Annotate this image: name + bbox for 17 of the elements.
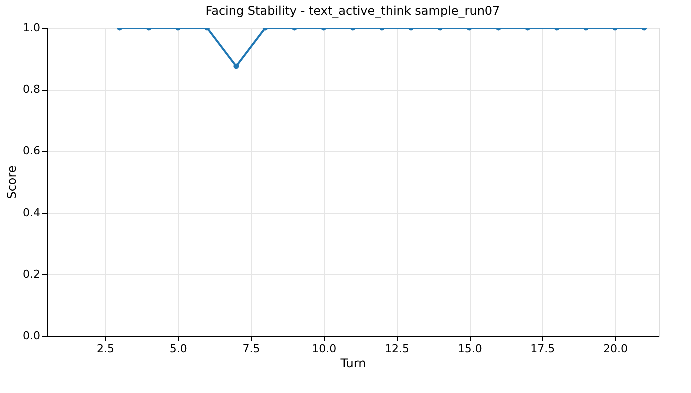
x-axis-title: Turn — [340, 356, 366, 370]
x-tick-label: 7.5 — [242, 342, 260, 356]
x-tick-label: 5.0 — [170, 342, 188, 356]
x-tick-label: 2.5 — [97, 342, 115, 356]
y-tick-label: 0.6 — [23, 144, 40, 158]
x-tick-label: 10.0 — [312, 342, 337, 356]
y-tick-label: 1.0 — [23, 22, 40, 34]
x-tick-label: 17.5 — [530, 342, 556, 356]
y-axis-title: Score — [5, 166, 20, 200]
y-tick-label: 0.2 — [23, 268, 40, 281]
y-tick-label: 0.4 — [23, 206, 40, 220]
chart-title: Facing Stability - text_active_think sample_run07 — [206, 4, 500, 18]
x-tick-label: 15.0 — [458, 342, 482, 356]
x-tick-label: 20.0 — [604, 342, 628, 356]
y-tick-label: 0.0 — [23, 330, 40, 342]
x-tick-label: 12.5 — [384, 342, 410, 356]
y-tick-label: 0.8 — [23, 83, 40, 96]
